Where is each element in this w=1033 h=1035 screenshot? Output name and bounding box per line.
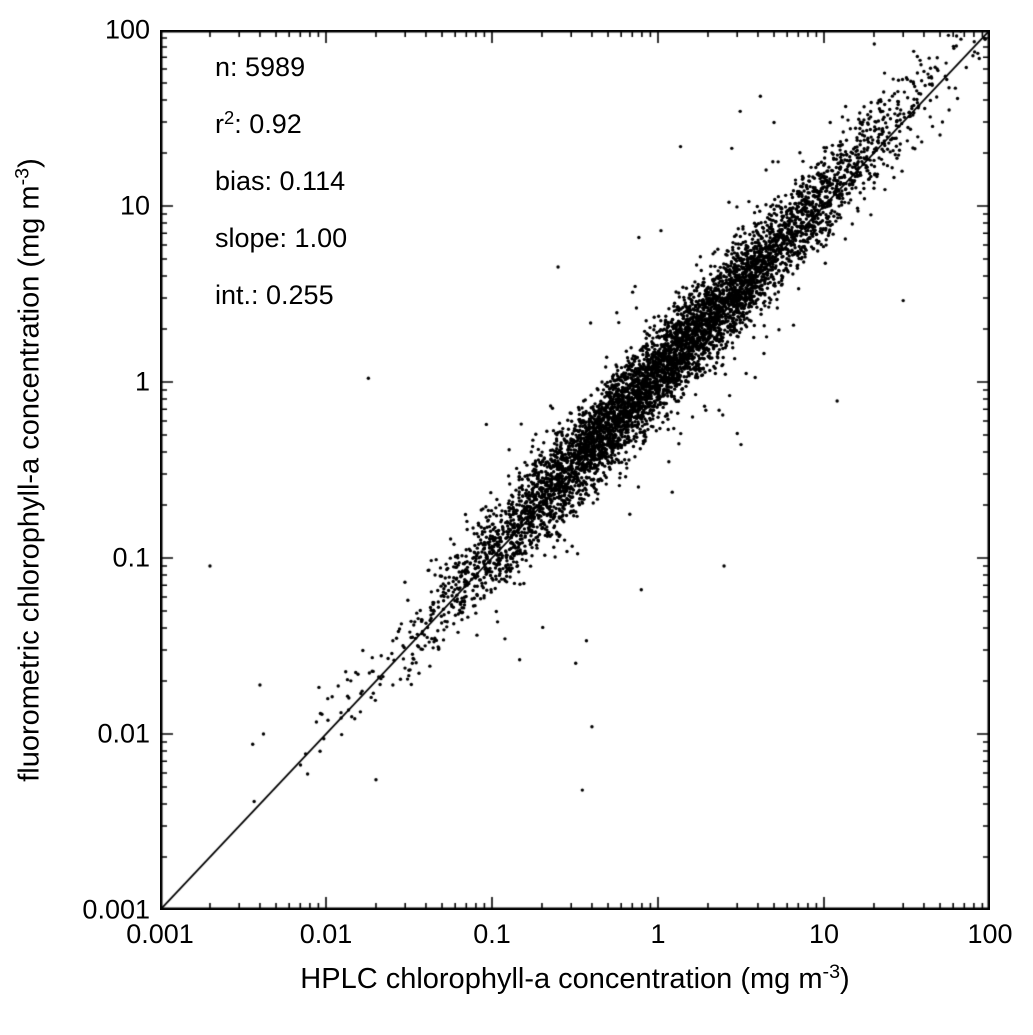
y-axis-label-text: fluorometric chlorophyll-a concentration… (13, 185, 46, 782)
y-tick-label-0.01: 0.01 (97, 718, 150, 749)
x-tick-label-0.1: 0.1 (473, 919, 511, 949)
scatter-points-canvas (160, 30, 990, 910)
y-axis-label-sup: -3 (11, 167, 34, 186)
stat-r-squared-text: r (215, 109, 224, 139)
x-axis-label-post: ) (840, 963, 850, 995)
stat-slope-text: slope: 1.00 (215, 223, 348, 253)
y-tick-label-1: 1 (134, 366, 150, 397)
x-axis-label-sup: -3 (822, 961, 841, 984)
x-tick-label-100: 100 (967, 919, 1013, 949)
stats-annotation: n: 5989 r2: 0.92 bias: 0.114 slope: 1.00… (215, 40, 347, 325)
x-axis-label: HPLC chlorophyll-a concentration (mg m-3… (300, 961, 850, 996)
y-tick-label-0.1: 0.1 (112, 542, 150, 573)
x-tick-label-10: 10 (808, 919, 840, 949)
stat-r-squared-sup: 2 (224, 106, 235, 128)
x-tick-label-0.01: 0.01 (299, 919, 353, 949)
stat-n: n: 5989 (215, 40, 347, 97)
y-tick-label-10: 10 (119, 190, 150, 221)
x-tick-label-0.001: 0.001 (126, 919, 194, 949)
plot-area: n: 5989 r2: 0.92 bias: 0.114 slope: 1.00… (160, 30, 990, 910)
y-tick-label-100: 100 (104, 14, 150, 45)
stat-bias-text: bias: 0.114 (215, 166, 346, 196)
x-tick-label-1: 1 (650, 919, 666, 949)
stat-slope: slope: 1.00 (215, 211, 347, 268)
y-axis-label-post: ) (13, 158, 46, 168)
stat-r-squared: r2: 0.92 (215, 97, 347, 154)
stat-n-text: n: 5989 (215, 52, 306, 82)
stat-intercept: int.: 0.255 (215, 268, 347, 325)
y-tick-label-0.001: 0.001 (82, 894, 150, 925)
x-axis-label-text: HPLC chlorophyll-a concentration (mg m (300, 963, 823, 995)
stat-bias: bias: 0.114 (215, 154, 347, 211)
stat-intercept-text: int.: 0.255 (215, 280, 334, 310)
stat-r-squared-post: : 0.92 (234, 109, 302, 139)
y-axis-label: fluorometric chlorophyll-a concentration… (11, 158, 47, 782)
